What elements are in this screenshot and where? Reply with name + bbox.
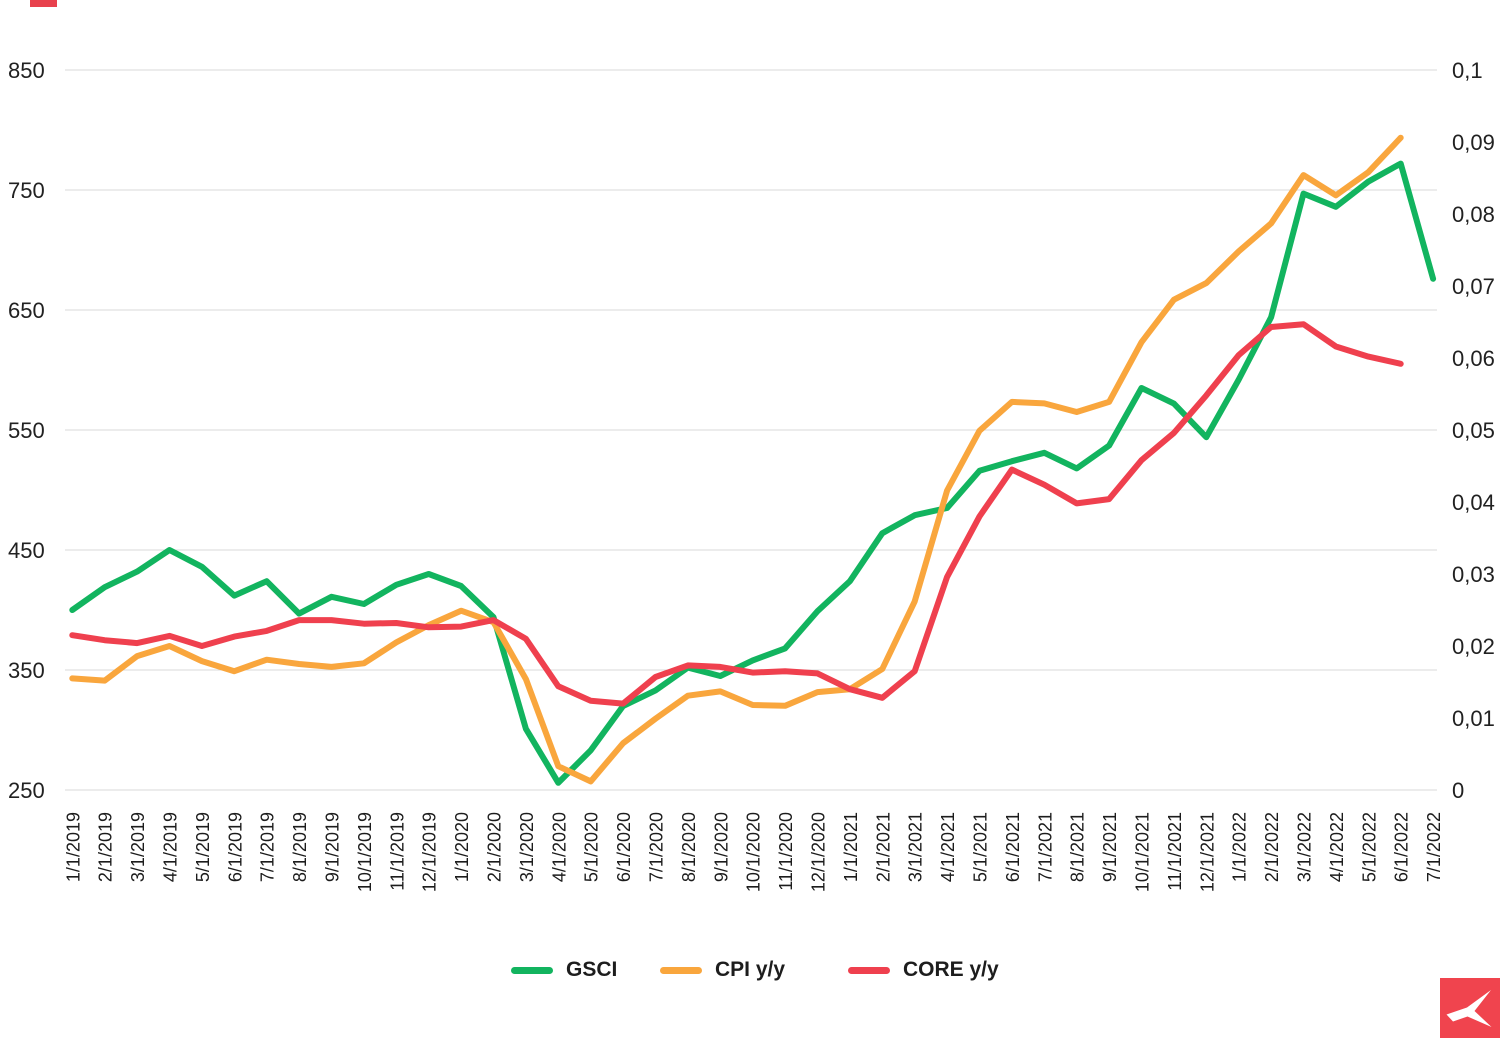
x-axis-label: 6/1/2022 <box>1392 812 1412 882</box>
legend-item-cpi: CPI y/y <box>660 958 786 981</box>
bird-x-icon <box>1446 990 1492 1027</box>
cpi-swatch <box>660 966 702 974</box>
y-axis-label-right: 0 <box>1452 778 1464 803</box>
xtb-logo-svg <box>1440 978 1500 1038</box>
x-axis-label: 10/1/2021 <box>1133 812 1153 892</box>
x-axis-label: 2/1/2019 <box>96 812 116 882</box>
y-axis-label-left: 350 <box>8 658 45 683</box>
y-axis-label-right: 0,02 <box>1452 634 1495 659</box>
x-axis-label: 11/1/2019 <box>387 812 407 891</box>
y-axis-label-left: 450 <box>8 538 45 563</box>
x-axis-label: 8/1/2019 <box>290 812 310 882</box>
legend-label-core: CORE y/y <box>903 958 999 981</box>
y-axis-label-right: 0,06 <box>1452 346 1495 371</box>
gsci-swatch <box>511 966 553 974</box>
y-axis-label-right: 0,05 <box>1452 418 1495 443</box>
x-axis-label: 1/1/2020 <box>452 812 472 882</box>
core-swatch <box>848 966 890 974</box>
x-axis-label: 7/1/2019 <box>258 812 278 882</box>
x-axis-label: 7/1/2021 <box>1035 812 1055 882</box>
y-axis-label-right: 0,1 <box>1452 58 1483 83</box>
x-axis-label: 3/1/2021 <box>906 812 926 882</box>
x-axis-label: 12/1/2021 <box>1197 812 1217 892</box>
x-axis-label: 2/1/2021 <box>873 812 893 882</box>
x-axis-label: 3/1/2019 <box>128 812 148 882</box>
y-axis-label-right: 0,07 <box>1452 274 1495 299</box>
y-axis-label-right: 0,01 <box>1452 706 1495 731</box>
x-axis-label: 4/1/2022 <box>1327 812 1347 882</box>
x-axis-label: 2/1/2022 <box>1262 812 1282 882</box>
legend-label-gsci: GSCI <box>566 958 618 981</box>
y-axis-label-right: 0,08 <box>1452 202 1495 227</box>
cpi-line <box>69 134 1404 785</box>
y-axis-label-right: 0,03 <box>1452 562 1495 587</box>
x-axis-label: 7/1/2022 <box>1424 812 1444 882</box>
x-axis-label: 4/1/2021 <box>938 812 958 882</box>
x-axis-label: 4/1/2020 <box>549 812 569 882</box>
x-axis-label: 1/1/2021 <box>841 812 861 882</box>
legend-label-cpi: CPI y/y <box>715 958 786 981</box>
core-line <box>69 321 1404 707</box>
x-axis-label: 9/1/2021 <box>1100 812 1120 882</box>
x-axis-label: 5/1/2022 <box>1359 812 1379 882</box>
xtb-logo <box>1440 978 1500 1038</box>
x-axis-label: 11/1/2021 <box>1165 812 1185 891</box>
red-dash-decoration <box>30 0 57 7</box>
y-axis-label-right: 0,09 <box>1452 130 1495 155</box>
x-axis-label: 12/1/2020 <box>809 812 829 892</box>
x-axis-label: 10/1/2020 <box>744 812 764 892</box>
y-axis-label-left: 250 <box>8 778 45 803</box>
x-axis-label: 5/1/2019 <box>193 812 213 882</box>
x-axis-label: 5/1/2020 <box>582 812 602 882</box>
x-axis-label: 8/1/2020 <box>679 812 699 882</box>
x-axis-label: 4/1/2019 <box>161 812 181 882</box>
y-axis-label-left: 850 <box>8 58 45 83</box>
x-axis-label: 6/1/2020 <box>614 812 634 882</box>
x-axis-label: 1/1/2019 <box>63 812 83 882</box>
x-axis-label: 3/1/2020 <box>517 812 537 882</box>
x-axis-label: 11/1/2020 <box>776 812 796 891</box>
y-axis-label-left: 750 <box>8 178 45 203</box>
gsci-line <box>69 160 1437 786</box>
x-axis-label: 1/1/2022 <box>1230 812 1250 882</box>
y-axis-label-right: 0,04 <box>1452 490 1495 515</box>
x-axis-label: 6/1/2019 <box>225 812 245 882</box>
x-axis-label: 10/1/2019 <box>355 812 375 892</box>
x-axis-label: 9/1/2020 <box>711 812 731 882</box>
x-axis-label: 7/1/2020 <box>647 812 667 882</box>
legend-item-gsci: GSCI <box>511 958 618 981</box>
y-axis-label-left: 650 <box>8 298 45 323</box>
x-axis-label: 9/1/2019 <box>323 812 343 882</box>
y-axis-label-left: 550 <box>8 418 45 443</box>
x-axis-label: 8/1/2021 <box>1068 812 1088 882</box>
x-axis-label: 3/1/2022 <box>1295 812 1315 882</box>
x-axis-label: 2/1/2020 <box>485 812 505 882</box>
x-axis-label: 6/1/2021 <box>1003 812 1023 882</box>
x-axis-label: 5/1/2021 <box>971 812 991 882</box>
x-axis-label: 12/1/2019 <box>420 812 440 892</box>
legend-item-core: CORE y/y <box>848 958 999 981</box>
